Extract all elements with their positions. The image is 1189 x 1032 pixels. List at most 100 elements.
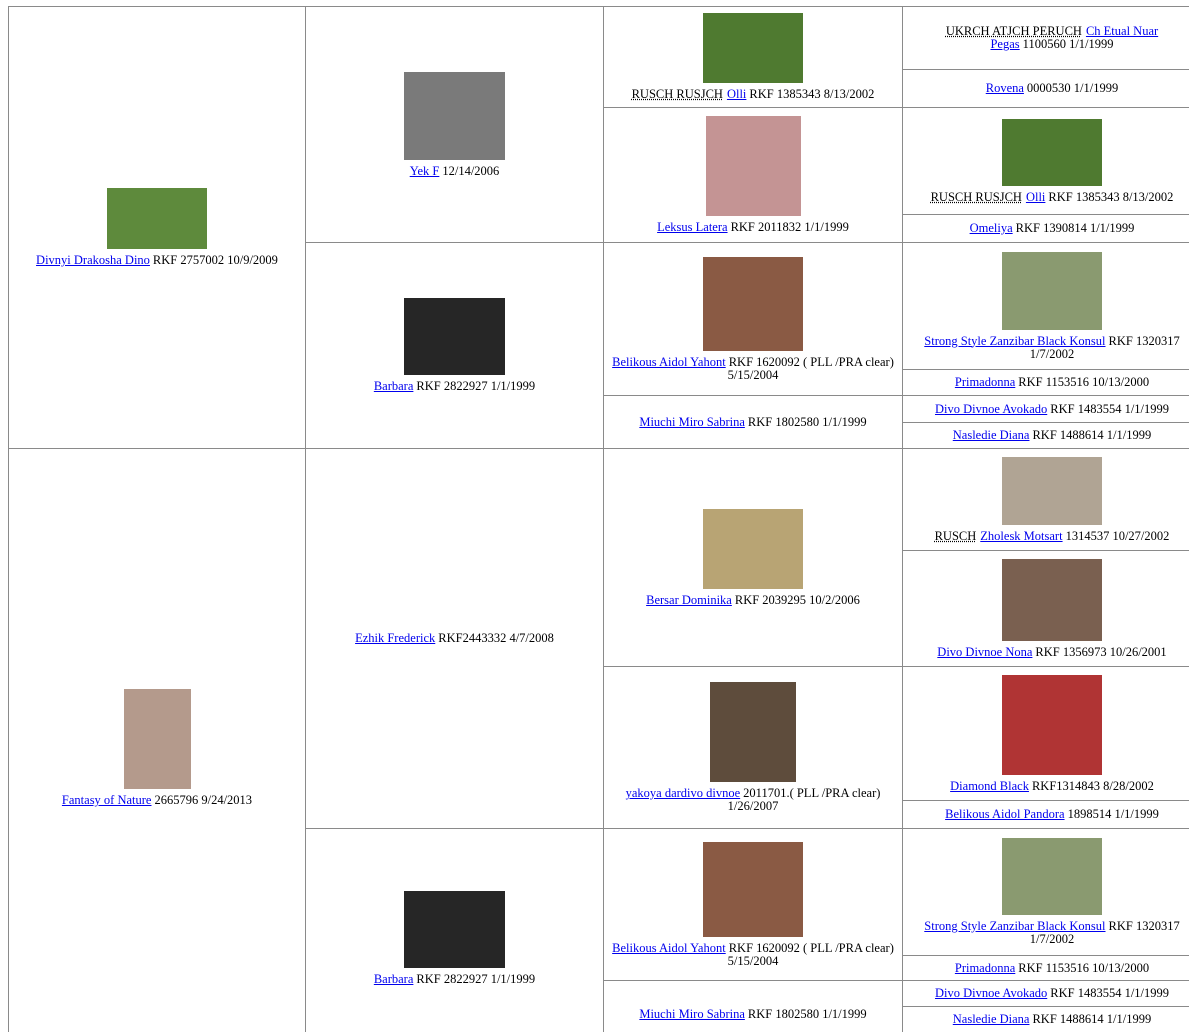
dog-name-link[interactable]: Belikous Aidol Yahont	[612, 940, 726, 955]
pedigree-cell: Miuchi Miro Sabrina RKF 1802580 1/1/1999	[603, 980, 903, 1032]
dog-entry: Diamond Black RKF1314843 8/28/2002	[950, 778, 1154, 793]
pedigree-cell: Miuchi Miro Sabrina RKF 1802580 1/1/1999	[603, 395, 903, 449]
pedigree-cell: Fantasy of Nature 2665796 9/24/2013	[8, 448, 306, 1032]
dog-entry: Belikous Aidol Yahont RKF 1620092 ( PLL /…	[608, 940, 898, 968]
dog-name-link[interactable]: Ezhik Frederick	[355, 631, 436, 645]
dog-photo[interactable]	[1002, 674, 1102, 775]
dog-details: RKF 1385343 8/13/2002	[1048, 189, 1174, 204]
dog-photo[interactable]	[1002, 118, 1102, 186]
pedigree-cell: Primadonna RKF 1153516 10/13/2000	[902, 955, 1189, 981]
dog-entry: Nasledie Diana RKF 1488614 1/1/1999	[953, 429, 1151, 442]
dog-details: RKF 1802580 1/1/1999	[747, 1006, 867, 1021]
dog-name-link[interactable]: Nasledie Diana	[952, 428, 1030, 442]
dog-photo[interactable]	[710, 682, 796, 782]
dog-details: RKF 2822927 1/1/1999	[416, 379, 536, 393]
dog-details: RKF 1620092 ( PLL /PRA clear) 5/15/2004	[727, 354, 894, 382]
dog-details: 0000530 1/1/1999	[1026, 81, 1119, 95]
dog-name-link[interactable]: Divo Divnoe Nona	[937, 644, 1033, 659]
dog-name-link[interactable]: Strong Style Zanzibar Black Konsul	[924, 919, 1106, 933]
dog-photo[interactable]	[705, 116, 801, 216]
dog-name-link[interactable]: Belikous Aidol Yahont	[612, 354, 726, 369]
dog-photo[interactable]	[107, 188, 207, 249]
dog-entry: RUSCH RUSJCH Olli RKF 1385343 8/13/2002	[632, 88, 875, 101]
dog-details: RKF 1802580 1/1/1999	[747, 414, 867, 429]
dog-photo[interactable]	[1002, 838, 1102, 915]
dog-name-link[interactable]: Yek F	[409, 163, 440, 178]
dog-details: RKF 1390814 1/1/1999	[1015, 221, 1135, 235]
pedigree-cell: UKRCH ATJCH PERUCH Ch Etual Nuar Pegas 110…	[902, 6, 1189, 70]
dog-entry: Yek F 12/14/2006	[409, 163, 500, 178]
dog-details: 1100560 1/1/1999	[1022, 37, 1114, 51]
pedigree-cell: Nasledie Diana RKF 1488614 1/1/1999	[902, 422, 1189, 449]
dog-entry: Divo Divnoe Avokado RKF 1483554 1/1/1999	[935, 987, 1169, 1000]
dog-name-link[interactable]: Zholesk Motsart	[980, 528, 1063, 543]
pedigree-cell: RUSCH RUSJCH Olli RKF 1385343 8/13/2002	[603, 6, 903, 108]
dog-name-link[interactable]: Rovena	[985, 81, 1024, 95]
dog-details: 1898514 1/1/1999	[1067, 807, 1159, 821]
pedigree-cell: RUSCH RUSJCH Olli RKF 1385343 8/13/2002	[902, 107, 1189, 215]
pedigree-cell: Ezhik Frederick RKF2443332 4/7/2008	[305, 448, 604, 829]
dog-name-link[interactable]: Strong Style Zanzibar Black Konsul	[924, 333, 1106, 348]
dog-name-link[interactable]: Nasledie Diana	[952, 1012, 1030, 1026]
dog-entry: Omeliya RKF 1390814 1/1/1999	[970, 222, 1135, 235]
dog-name-link[interactable]: Diamond Black	[950, 778, 1029, 793]
dog-name-link[interactable]: Divo Divnoe Avokado	[934, 401, 1048, 416]
dog-entry: Divo Divnoe Nona RKF 1356973 10/26/2001	[937, 644, 1167, 659]
dog-details: RKF 1320317 1/7/2002	[1029, 333, 1180, 361]
dog-entry: UKRCH ATJCH PERUCH Ch Etual Nuar Pegas 110…	[907, 25, 1189, 51]
dog-photo[interactable]	[1002, 456, 1102, 525]
dog-entry: Strong Style Zanzibar Black Konsul RKF 13…	[907, 333, 1189, 361]
dog-name-link[interactable]: Divo Divnoe Avokado	[934, 986, 1048, 1000]
dog-name-link[interactable]: Olli	[726, 87, 747, 101]
dog-titles: RUSCH	[934, 528, 977, 543]
pedigree-cell: yakoya dardivo divnoe 2011701.( PLL /PRA …	[603, 666, 903, 829]
dog-photo[interactable]	[404, 890, 505, 968]
dog-name-link[interactable]: Divnyi Drakosha Dino	[36, 253, 150, 267]
dog-entry: yakoya dardivo divnoe 2011701.( PLL /PRA …	[608, 787, 898, 813]
dog-entry: RUSCH RUSJCH Olli RKF 1385343 8/13/2002	[930, 189, 1174, 204]
dog-photo[interactable]	[703, 13, 803, 83]
pedigree-cell: Rovena 0000530 1/1/1999	[902, 69, 1189, 108]
dog-details: RKF 1153516 10/13/2000	[1018, 375, 1150, 389]
dog-name-link[interactable]: Miuchi Miro Sabrina	[639, 1006, 745, 1021]
dog-details: 2665796 9/24/2013	[154, 793, 253, 807]
dog-details: RKF 1488614 1/1/1999	[1032, 1012, 1152, 1026]
pedigree-cell: Divo Divnoe Avokado RKF 1483554 1/1/1999	[902, 980, 1189, 1007]
dog-photo[interactable]	[404, 71, 505, 160]
dog-details: RKF 1483554 1/1/1999	[1050, 401, 1170, 416]
dog-photo[interactable]	[123, 689, 191, 789]
pedigree-cell: Belikous Aidol Yahont RKF 1620092 ( PLL /…	[603, 242, 903, 396]
dog-details: RKF 2011832 1/1/1999	[730, 220, 849, 234]
dog-name-link[interactable]: Barbara	[373, 971, 414, 986]
pedigree-cell: Diamond Black RKF1314843 8/28/2002	[902, 666, 1189, 801]
dog-name-link[interactable]: Miuchi Miro Sabrina	[639, 414, 745, 429]
dog-name-link[interactable]: Bersar Dominika	[646, 592, 732, 607]
dog-name-link[interactable]: Omeliya	[969, 221, 1013, 235]
dog-details: RKF 1356973 10/26/2001	[1035, 644, 1167, 659]
dog-entry: Nasledie Diana RKF 1488614 1/1/1999	[953, 1013, 1151, 1026]
dog-name-link[interactable]: Primadonna	[954, 375, 1016, 389]
dog-name-link[interactable]: Barbara	[373, 379, 414, 393]
dog-name-link[interactable]: Primadonna	[954, 960, 1016, 975]
dog-entry: Barbara RKF 2822927 1/1/1999	[373, 971, 535, 986]
dog-name-link[interactable]: yakoya dardivo divnoe	[625, 786, 741, 800]
dog-name-link[interactable]: Leksus Latera	[657, 220, 728, 234]
dog-photo[interactable]	[1002, 251, 1102, 330]
dog-titles: RUSCH RUSJCH	[930, 189, 1022, 204]
dog-name-link[interactable]: Olli	[1025, 189, 1046, 204]
dog-name-link[interactable]: Belikous Aidol Pandora	[945, 807, 1065, 821]
dog-photo[interactable]	[703, 841, 803, 937]
pedigree-cell: Belikous Aidol Yahont RKF 1620092 ( PLL /…	[603, 828, 903, 981]
dog-name-link[interactable]: Fantasy of Nature	[61, 793, 152, 807]
dog-photo[interactable]	[1002, 558, 1102, 641]
dog-photo[interactable]	[703, 256, 803, 351]
dog-titles: RUSCH RUSJCH	[631, 87, 723, 101]
dog-entry: Leksus Latera RKF 2011832 1/1/1999	[657, 221, 849, 234]
dog-entry: Strong Style Zanzibar Black Konsul RKF 13…	[907, 920, 1189, 946]
dog-entry: Barbara RKF 2822927 1/1/1999	[374, 380, 535, 393]
dog-photo[interactable]	[404, 298, 505, 375]
dog-name-link[interactable]: Ch Etual Nuar Pegas	[990, 24, 1159, 51]
dog-photo[interactable]	[703, 508, 803, 589]
dog-entry: Ezhik Frederick RKF2443332 4/7/2008	[355, 632, 554, 645]
dog-details: 12/14/2006	[442, 163, 500, 178]
